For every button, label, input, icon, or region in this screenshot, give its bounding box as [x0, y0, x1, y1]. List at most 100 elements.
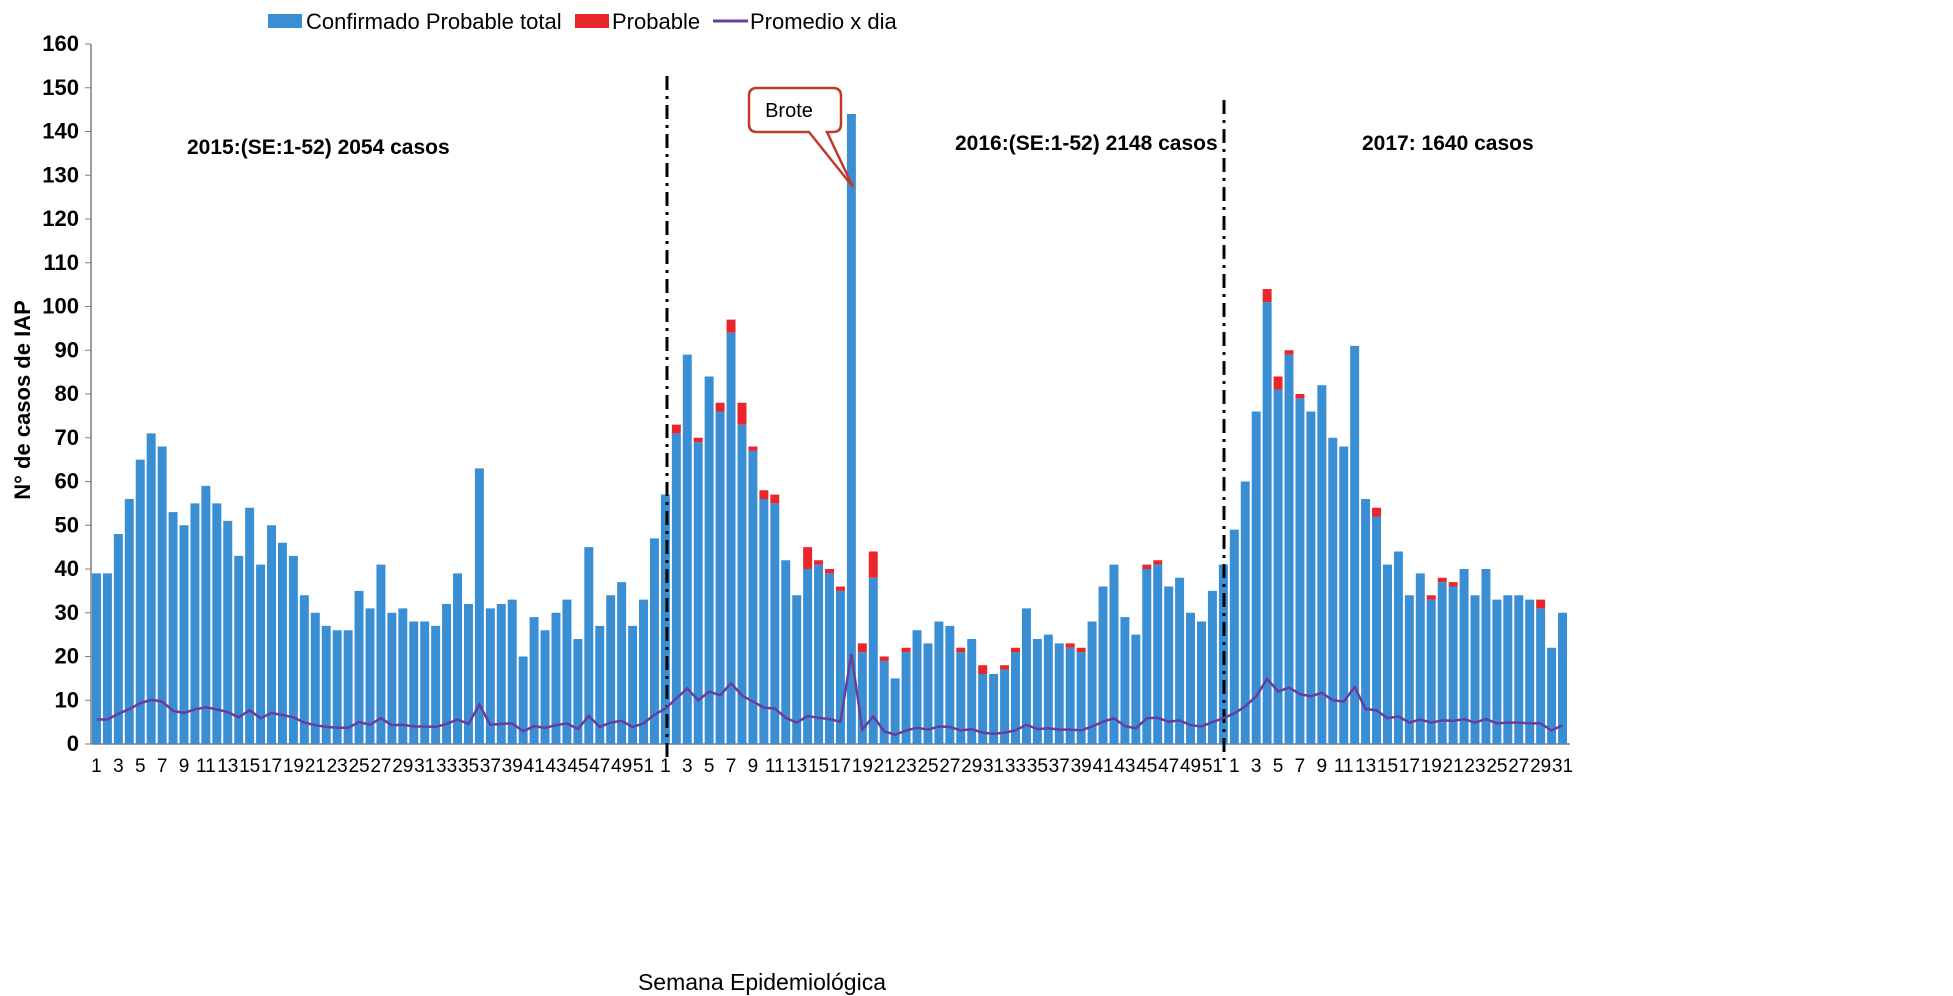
bar-total: [715, 411, 725, 744]
bar-total: [1404, 595, 1414, 744]
bar-total: [409, 621, 419, 744]
bar-total: [1339, 446, 1349, 744]
bar-probable: [1076, 647, 1086, 653]
bar-total: [190, 503, 200, 744]
bar-total: [496, 604, 506, 744]
x-tick-label: 23: [1464, 756, 1485, 777]
bar-total: [518, 656, 528, 744]
bar-probable: [1011, 647, 1020, 653]
bar-total: [649, 538, 659, 744]
bar-total: [332, 630, 342, 744]
x-tick-label: 51: [633, 756, 654, 777]
bar-total: [1076, 652, 1086, 744]
bar-total: [113, 534, 123, 744]
bar-probable: [978, 665, 988, 674]
bar-probable: [1536, 599, 1546, 609]
x-tick-label: 13: [217, 756, 238, 777]
bar-total: [135, 459, 145, 744]
bar-total: [1153, 564, 1163, 744]
bar-probable: [1000, 665, 1010, 670]
y-tick-label: 110: [44, 250, 80, 275]
bar-probable: [1448, 582, 1458, 587]
bar-total: [989, 674, 999, 744]
x-tick-label: 27: [370, 756, 391, 777]
y-axis-label: N° de casos de IAP: [10, 300, 35, 500]
x-tick-label: 43: [1114, 756, 1135, 777]
bar-total: [1481, 569, 1491, 744]
bar-total: [1164, 586, 1174, 744]
x-tick-label: 25: [1486, 756, 1507, 777]
bar-total: [1054, 643, 1064, 744]
bar-probable: [1065, 643, 1075, 648]
legend-swatch-total: [268, 14, 302, 28]
x-tick-label: 29: [392, 756, 413, 777]
legend-label-total: Confirmado Probable total: [306, 9, 562, 34]
bar-total: [288, 555, 298, 744]
bar-probable: [1142, 564, 1152, 569]
bar-probable: [803, 547, 813, 569]
bar-total: [102, 573, 112, 744]
x-tick-label: 29: [961, 756, 982, 777]
x-tick-label: 17: [1399, 756, 1420, 777]
y-tick-label: 100: [42, 294, 79, 319]
bar-total: [748, 450, 758, 744]
x-tick-label: 37: [1049, 756, 1070, 777]
bar-probable: [1437, 577, 1447, 583]
bar-total: [343, 630, 353, 744]
bar-total: [759, 499, 769, 744]
bar-total: [737, 424, 747, 744]
bar-total: [945, 625, 955, 744]
bar-total: [704, 376, 714, 744]
bar-total: [1087, 621, 1097, 744]
bar-total: [617, 582, 627, 744]
bar-total: [890, 678, 900, 744]
x-tick-label: 5: [1273, 756, 1284, 777]
bar-total: [1000, 669, 1010, 744]
x-tick-label: 27: [1508, 756, 1529, 777]
y-tick-label: 60: [55, 469, 79, 494]
x-tick-label: 7: [157, 756, 168, 777]
bar-total: [1361, 499, 1371, 744]
bar-total: [1514, 595, 1524, 744]
x-tick-label: 11: [196, 756, 216, 777]
bar-probable: [715, 402, 725, 412]
x-axis-label: Semana Epidemiológica: [638, 969, 886, 995]
bar-total: [1393, 551, 1403, 744]
bar-total: [1065, 647, 1075, 744]
bar-probable: [1295, 394, 1305, 399]
y-tick-label: 50: [55, 512, 79, 537]
bar-total: [879, 660, 889, 744]
bar-total: [321, 625, 331, 744]
bar-probable: [835, 586, 845, 591]
x-tick-label: 19: [1421, 756, 1442, 777]
x-tick-label: 11: [1334, 756, 1354, 777]
bar-total: [1306, 411, 1316, 744]
bar-probable: [901, 647, 911, 653]
bar-total: [781, 560, 791, 744]
bar-total: [387, 612, 397, 744]
y-tick-label: 40: [55, 556, 79, 581]
x-tick-label: 1: [91, 756, 102, 777]
bar-total: [376, 564, 386, 744]
bar-total: [846, 114, 856, 744]
bar-probable: [1372, 507, 1382, 517]
bar-total: [562, 599, 572, 744]
y-ticks: 0 10 20 30 40 50 60 70 80 90 100 110 120 130 140 150 160: [42, 31, 91, 756]
x-tick-label: 45: [567, 756, 588, 777]
bar-total: [584, 547, 594, 744]
x-tick-label: 9: [179, 756, 190, 777]
bar-probable: [814, 560, 824, 565]
x-tick-label: 9: [748, 756, 759, 777]
bar-total: [1492, 599, 1502, 744]
bar-probable: [879, 656, 889, 661]
x-tick-label: 29: [1530, 756, 1551, 777]
bar-total: [1262, 302, 1272, 744]
x-tick-label: 49: [611, 756, 632, 777]
bar-total: [1109, 564, 1119, 744]
bar-total: [1229, 529, 1239, 744]
annotation-2016: 2016:(SE:1-52) 2148 casos: [955, 132, 1218, 155]
bar-total: [923, 643, 933, 744]
bar-total: [1021, 608, 1031, 744]
bar-total: [1372, 516, 1382, 744]
